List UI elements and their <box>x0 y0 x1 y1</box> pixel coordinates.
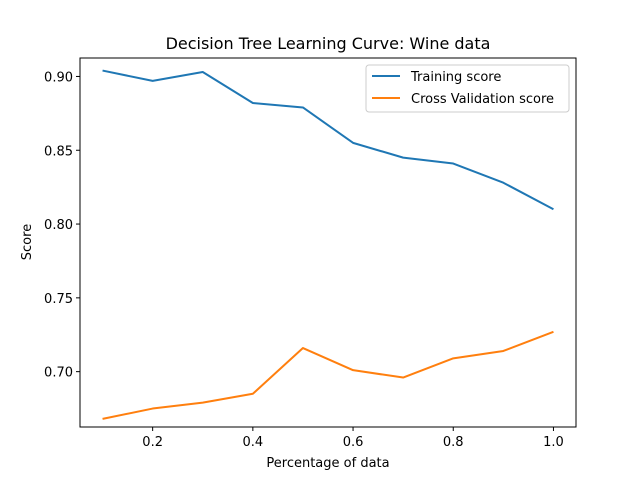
plot-frame <box>79 57 577 428</box>
y-axis-ticks: 0.70 0.75 0.80 0.85 0.90 <box>44 70 80 381</box>
x-tick-label: 0.2 <box>142 435 163 450</box>
x-tick-label: 0.4 <box>243 435 264 450</box>
legend-label-cross-validation-score: Cross Validation score <box>411 92 554 107</box>
legend-label-training-score: Training score <box>410 70 501 85</box>
x-tick-label: 1.0 <box>543 435 564 450</box>
series-layer <box>102 69 554 420</box>
y-tick-label: 0.90 <box>44 70 73 85</box>
y-axis-label: Score <box>20 224 35 260</box>
plot-area <box>80 58 576 427</box>
x-axis-label: Percentage of data <box>266 456 389 471</box>
legend-box <box>365 64 570 113</box>
chart-title: Decision Tree Learning Curve: Wine data <box>166 34 491 53</box>
series-line-cross-validation-score <box>102 330 554 420</box>
x-axis-ticks: 0.2 0.4 0.6 0.8 1.0 <box>142 427 564 450</box>
y-tick-label: 0.75 <box>44 292 73 307</box>
x-tick-label: 0.6 <box>343 435 364 450</box>
x-tick-label: 0.8 <box>443 435 464 450</box>
y-tick-label: 0.85 <box>44 144 73 159</box>
series-line-training-score <box>102 69 554 211</box>
legend: Training score Cross Validation score <box>365 64 570 113</box>
y-tick-label: 0.70 <box>44 366 73 381</box>
y-tick-label: 0.80 <box>44 218 73 233</box>
